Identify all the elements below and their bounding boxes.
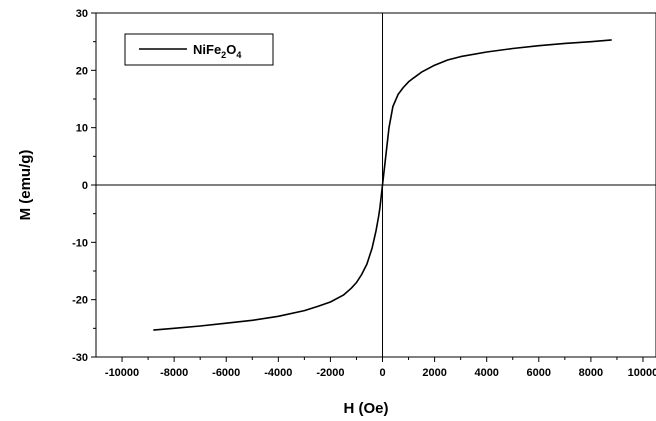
x-tick-label: 8000 (579, 367, 603, 379)
y-tick-label: -30 (72, 352, 88, 364)
y-tick-label: 10 (76, 123, 88, 135)
x-tick-label: 10000 (628, 367, 656, 379)
x-tick-label: -2000 (316, 367, 344, 379)
x-axis-label: H (Oe) (344, 400, 389, 417)
y-tick-label: 30 (76, 8, 88, 20)
x-tick-label: 6000 (527, 367, 551, 379)
legend-subscript: 2 (221, 50, 226, 60)
x-tick-label: 2000 (422, 367, 446, 379)
legend: NiFe2O4 (124, 33, 274, 66)
legend-text-part: O (226, 42, 236, 57)
series-line-nife2o4 (153, 39, 612, 331)
series-layer (153, 39, 612, 331)
legend-text-part: NiFe (193, 42, 221, 57)
x-tick-label: 0 (379, 367, 385, 379)
x-tick-label: 4000 (474, 367, 498, 379)
legend-subscript: 4 (236, 50, 241, 60)
x-tick-label: -10000 (105, 367, 139, 379)
x-tick-label: -4000 (264, 367, 292, 379)
x-tick-label: -6000 (212, 367, 240, 379)
y-axis-label: M (emu/g) (17, 150, 34, 221)
x-axis: -10000 -8000 -6000 -4000 -2000 0 2000 4000 6000 8… (105, 357, 656, 379)
y-tick-label: -20 (72, 295, 88, 307)
y-tick-label: 20 (76, 65, 88, 77)
x-tick-label: -8000 (160, 367, 188, 379)
y-tick-label: -10 (72, 237, 88, 249)
legend-label: NiFe2O4 (193, 42, 241, 60)
y-axis: -30 -20 -10 0 10 20 30 (72, 8, 96, 364)
y-tick-label: 0 (82, 180, 88, 192)
